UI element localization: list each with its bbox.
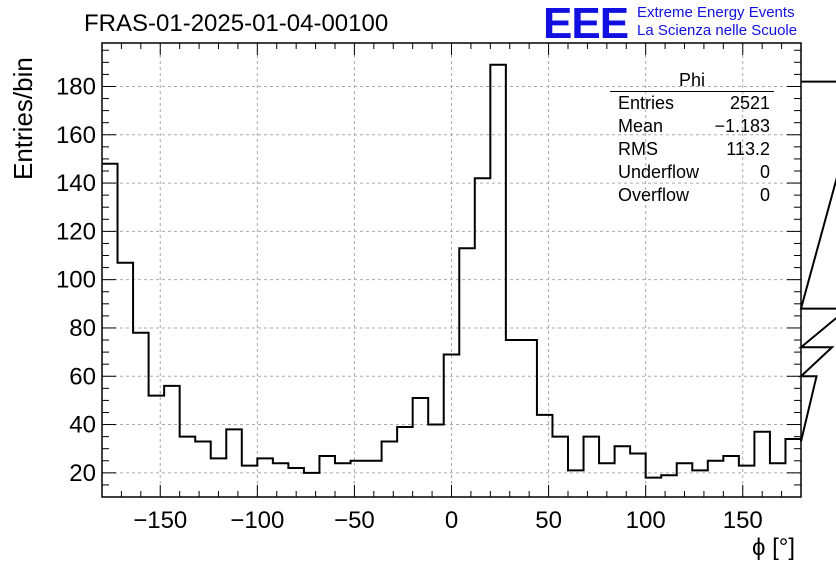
histogram-bin (615, 446, 631, 497)
stats-value: −1.183 (714, 116, 770, 136)
chart-title: FRAS-01-2025-01-04-00100 (84, 10, 389, 37)
histogram-bin (785, 439, 801, 497)
stats-title: Phi (610, 70, 774, 92)
histogram-bin (149, 396, 165, 497)
x-tick-label: 0 (445, 507, 458, 534)
histogram-bin (335, 463, 351, 497)
stats-value: 113.2 (726, 139, 770, 159)
histogram-bin (428, 425, 444, 497)
histogram-bin (537, 415, 553, 497)
histogram-bin (739, 466, 755, 497)
x-axis-label: ϕ [°] (752, 534, 796, 561)
histogram-bin (102, 164, 118, 497)
x-tick-label: −150 (133, 507, 187, 534)
histogram-bin (770, 463, 786, 497)
y-axis-label: Entries/bin (8, 57, 38, 180)
histogram-bin (351, 461, 367, 497)
stats-row-entries: Entries 2521 (610, 92, 774, 115)
histogram-bin (459, 248, 475, 497)
stats-label: Underflow (618, 162, 700, 182)
histogram-bin (319, 456, 335, 497)
y-tick-label: 40 (69, 412, 96, 439)
y-tick-label: 100 (56, 267, 96, 294)
histogram-bin (226, 429, 242, 497)
histogram-bin (521, 340, 537, 497)
stats-label: Mean (618, 116, 664, 136)
histogram-bin (552, 437, 568, 497)
logo-caption-line1: Extreme Energy Events (637, 4, 795, 21)
stats-row-mean: Mean −1.183 (610, 115, 774, 138)
x-tick-label: −100 (230, 507, 284, 534)
histogram-bin (568, 470, 584, 497)
histogram-bin (661, 475, 677, 497)
x-tick-label: −50 (334, 507, 375, 534)
y-tick-label: 160 (56, 122, 96, 149)
stats-value: 0 (759, 162, 770, 182)
stats-label: Entries (618, 93, 675, 113)
histogram-bin (397, 427, 413, 497)
histogram-bin (490, 65, 506, 497)
stats-value: 0 (759, 185, 770, 205)
histogram-line (102, 63, 836, 479)
histogram-bin (723, 456, 739, 497)
y-tick-label: 80 (69, 315, 96, 342)
x-tick-label: 50 (535, 507, 562, 534)
eee-logo: EEE (543, 0, 629, 48)
y-tick-label: 60 (69, 363, 96, 390)
histogram-bin (506, 340, 522, 497)
y-tick-label: 140 (56, 170, 96, 197)
histogram-bin (646, 478, 662, 497)
stats-label: Overflow (618, 185, 690, 205)
stats-box: Phi Entries 2521 Mean −1.183 RMS 113.2 U… (610, 70, 774, 207)
histogram-bin (180, 437, 196, 497)
histogram-bin (195, 441, 211, 497)
histogram-bin (133, 333, 149, 497)
histogram-bin (692, 470, 708, 497)
histogram-bin (444, 355, 460, 497)
histogram-bin (273, 463, 289, 497)
histogram-bin (754, 432, 770, 497)
histogram-bin (382, 441, 398, 497)
histogram-bin (630, 454, 646, 497)
x-tick-label: 100 (626, 507, 666, 534)
histogram-bin (304, 473, 320, 497)
x-tick-label: 150 (723, 507, 763, 534)
y-tick-label: 180 (56, 73, 96, 100)
stats-value: 2521 (729, 93, 770, 113)
histogram-bin (475, 178, 491, 497)
stats-row-rms: RMS 113.2 (610, 138, 774, 161)
histogram-bin (413, 398, 429, 497)
histogram-bin (242, 466, 258, 497)
histogram-bin (584, 437, 600, 497)
stats-label: RMS (618, 139, 658, 159)
logo-caption: Extreme Energy Events La Scienza nelle S… (637, 4, 797, 40)
histogram-bin (118, 263, 134, 497)
stats-row-overflow: Overflow 0 (610, 184, 774, 207)
stats-row-underflow: Underflow 0 (610, 161, 774, 184)
histogram-bin (708, 461, 724, 497)
histogram-bin (257, 458, 273, 497)
y-tick-label: 20 (69, 460, 96, 487)
y-tick-label: 120 (56, 218, 96, 245)
histogram-bin (164, 386, 180, 497)
logo-caption-line2: La Scienza nelle Scuole (637, 22, 798, 39)
